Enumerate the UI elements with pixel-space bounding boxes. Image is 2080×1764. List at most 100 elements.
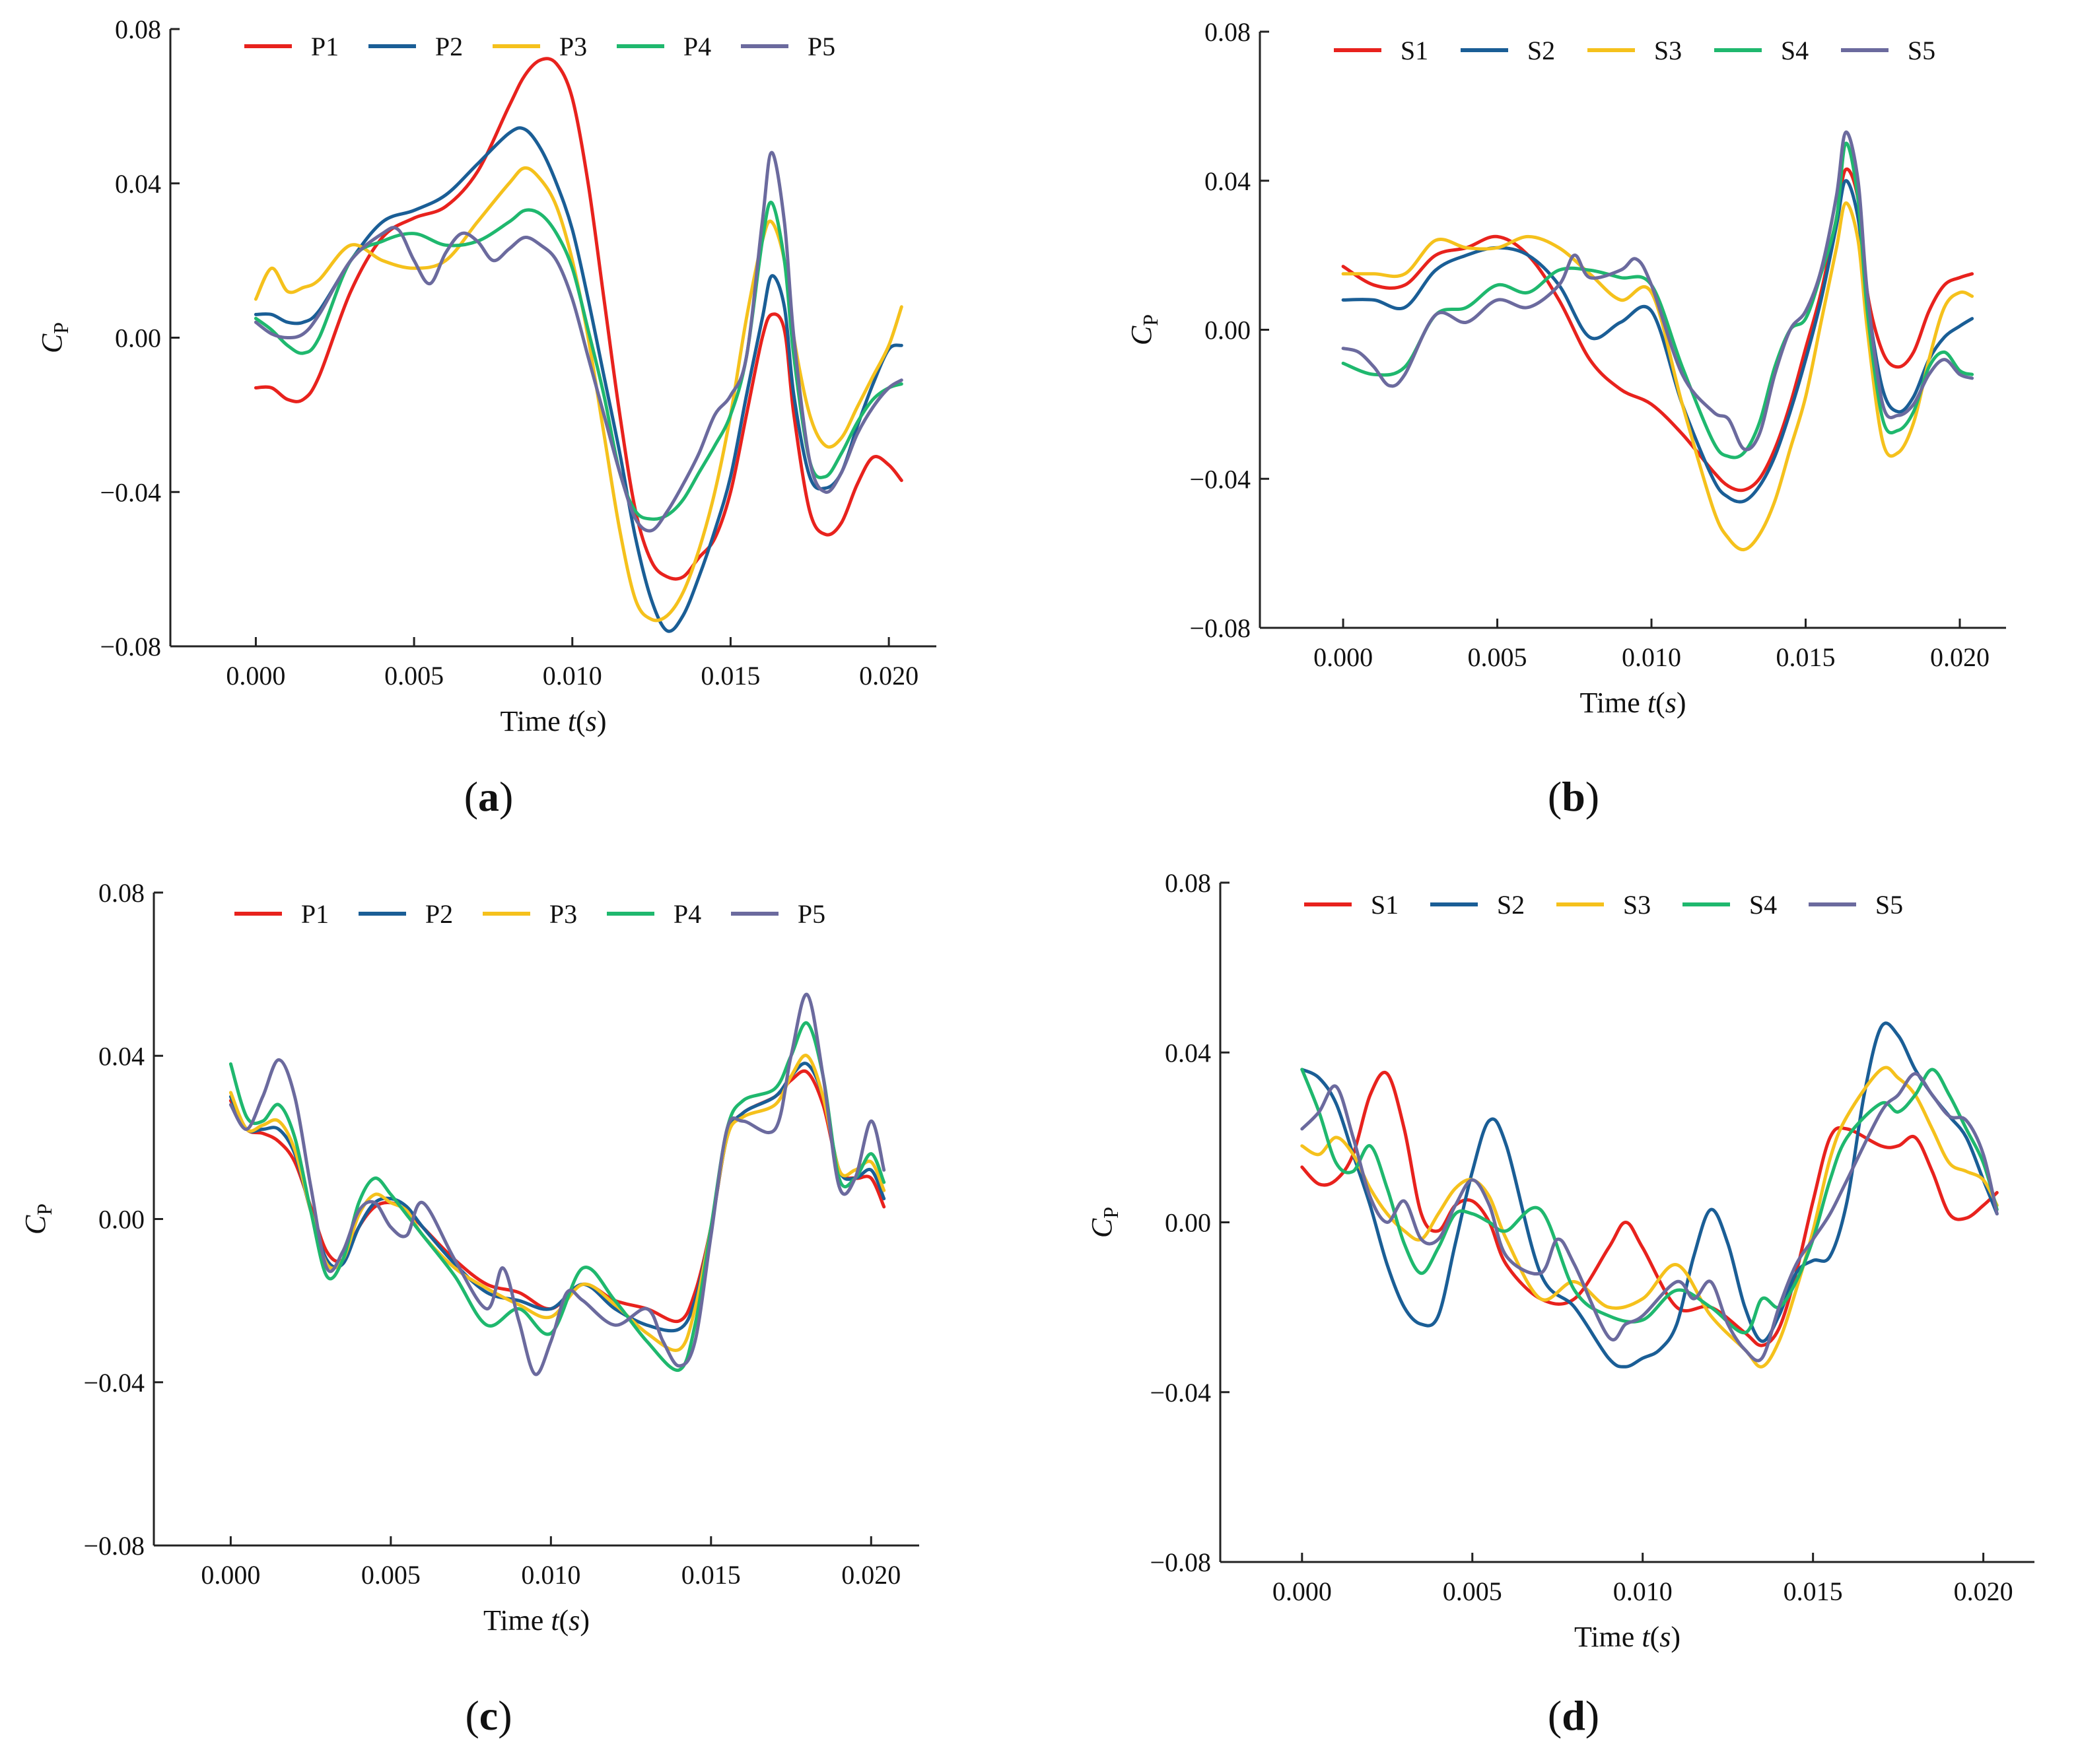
series-group-d	[1300, 1021, 1999, 1369]
series-line-b-s3	[1341, 201, 1974, 552]
y-axis-title-sub-b: P	[1138, 314, 1162, 326]
x-axis-title-label-a: Time	[501, 705, 568, 737]
legend-label-b-s3: S3	[1654, 36, 1682, 65]
x-tick-label-b-4: 0.020	[1930, 642, 1990, 672]
x-axis-title-paren-close-d: )	[1671, 1621, 1681, 1653]
y-axis-title-main-a: C	[36, 333, 68, 353]
x-tick-label-b-3: 0.015	[1776, 642, 1835, 672]
chart-plot-c: −0.08 −0.04 0.00 0.04 0.08 0.000 0.005 0.010 0.0…	[19, 878, 919, 1637]
series-group-b	[1341, 130, 1974, 552]
x-axis-title-a: Time t(s)	[501, 705, 607, 737]
legend-label-c-p1: P1	[301, 899, 329, 929]
legend-label-a-p4: P4	[683, 32, 711, 61]
legend-label-b-s5: S5	[1908, 36, 1935, 65]
x-axis-title-unit-a: s	[586, 705, 597, 737]
panel-label-c-letter: c	[479, 1692, 498, 1739]
y-axis-title-main-c: C	[19, 1215, 52, 1235]
y-tick-label-a-3: 0.04	[115, 169, 161, 199]
x-axis-title-var-b: t	[1647, 687, 1657, 719]
legend-label-d-s5: S5	[1875, 890, 1903, 920]
x-axis-title-paren-open-c: (	[559, 1604, 569, 1637]
x-tick-label-d-2: 0.010	[1613, 1577, 1673, 1606]
series-group-c	[228, 992, 886, 1376]
legend-label-b-s1: S1	[1401, 36, 1428, 65]
x-tick-label-c-2: 0.010	[521, 1560, 580, 1590]
panel-label-a-open: (	[464, 773, 478, 820]
panel-label-b-letter: b	[1562, 773, 1585, 820]
series-line-c-p4	[228, 1021, 886, 1372]
x-tick-label-b-0: 0.000	[1313, 642, 1373, 672]
series-line-a-p1	[254, 57, 903, 581]
x-axis-title-paren-open-a: (	[576, 705, 586, 737]
legend-label-a-p1: P1	[311, 32, 339, 61]
x-tick-label-b-2: 0.010	[1622, 642, 1681, 672]
panel-label-c-close: )	[498, 1692, 512, 1739]
panel-label-a: (a)	[464, 773, 514, 820]
panel-label-b: (b)	[1548, 773, 1599, 820]
y-axis-title-a: CP	[36, 322, 73, 353]
y-tick-label-a-2: 0.00	[115, 323, 161, 353]
x-tick-label-c-4: 0.020	[841, 1560, 901, 1590]
x-tick-label-d-3: 0.015	[1784, 1577, 1843, 1606]
y-tick-label-c-1: −0.04	[83, 1368, 145, 1398]
panel-label-d-close: )	[1585, 1692, 1599, 1739]
x-tick-label-c-0: 0.000	[201, 1560, 260, 1590]
y-tick-label-d-3: 0.04	[1165, 1038, 1211, 1068]
series-line-a-p3	[254, 166, 903, 623]
x-axis-title-paren-close-b: )	[1677, 687, 1686, 719]
chart-plot-b: −0.08 −0.04 0.00 0.04 0.08 0.000 0.005 0.010 0.0…	[1125, 17, 2006, 719]
chart-plot-a: −0.08 −0.04 0.00 0.04 0.08 0.000 0.005 0.010 0.0…	[36, 15, 936, 737]
legend-label-a-p2: P2	[435, 32, 463, 61]
x-axis-title-label-b: Time	[1580, 687, 1647, 719]
y-tick-label-a-0: −0.08	[100, 632, 161, 662]
y-tick-label-a-4: 0.08	[115, 15, 161, 44]
panel-label-c-open: (	[465, 1692, 479, 1739]
x-axis-title-paren-close-c: )	[580, 1604, 590, 1637]
y-tick-label-c-3: 0.04	[98, 1041, 145, 1071]
series-line-d-s1	[1300, 1070, 1999, 1347]
x-axis-title-unit-b: s	[1665, 687, 1677, 719]
x-axis-title-label-d: Time	[1574, 1621, 1642, 1653]
y-tick-label-b-3: 0.04	[1204, 166, 1251, 196]
x-axis-title-label-c: Time	[483, 1604, 551, 1637]
x-tick-label-c-1: 0.005	[361, 1560, 421, 1590]
y-axis-title-sub-a: P	[49, 322, 73, 334]
x-tick-label-d-4: 0.020	[1954, 1577, 2013, 1606]
legend-label-c-p3: P3	[549, 899, 577, 929]
y-tick-label-c-0: −0.08	[83, 1531, 145, 1561]
y-tick-label-d-1: −0.04	[1150, 1378, 1211, 1408]
panel-label-d-open: (	[1548, 1692, 1562, 1739]
legend-label-c-p5: P5	[798, 899, 825, 929]
x-tick-label-d-1: 0.005	[1443, 1577, 1502, 1606]
series-line-b-s5	[1341, 130, 1974, 452]
y-tick-label-d-2: 0.00	[1165, 1208, 1211, 1238]
y-tick-label-b-4: 0.08	[1204, 17, 1251, 47]
y-axis-title-b: CP	[1125, 314, 1162, 345]
y-axis-title-c: CP	[19, 1204, 56, 1235]
chart-plot-d: −0.08 −0.04 0.00 0.04 0.08 0.000 0.005 0.010 0.0…	[1086, 868, 2034, 1653]
panel-label-b-close: )	[1585, 773, 1599, 820]
legend-label-b-s2: S2	[1527, 36, 1555, 65]
y-tick-label-c-2: 0.00	[98, 1205, 145, 1235]
series-line-a-p5	[254, 151, 903, 533]
legend-label-b-s4: S4	[1781, 36, 1809, 65]
y-axis-title-sub-c: P	[32, 1204, 56, 1215]
legend-label-d-s3: S3	[1623, 890, 1651, 920]
series-line-c-p1	[228, 1069, 886, 1324]
x-axis-title-b: Time t(s)	[1580, 687, 1686, 719]
y-axis-title-main-d: C	[1086, 1218, 1118, 1238]
x-tick-label-a-4: 0.020	[859, 661, 919, 691]
series-group-a	[254, 57, 903, 633]
x-tick-label-d-0: 0.000	[1272, 1577, 1332, 1606]
panel-label-c: (c)	[465, 1692, 512, 1739]
panel-label-d: (d)	[1548, 1692, 1599, 1739]
series-line-c-p5	[228, 992, 886, 1376]
series-line-d-s5	[1300, 1071, 1999, 1363]
series-line-a-p2	[254, 126, 903, 633]
legend-label-c-p4: P4	[674, 899, 701, 929]
x-tick-label-a-0: 0.000	[226, 661, 285, 691]
y-tick-label-a-1: −0.04	[100, 477, 161, 507]
y-tick-label-b-0: −0.08	[1189, 613, 1251, 643]
y-tick-label-d-4: 0.08	[1165, 868, 1211, 898]
